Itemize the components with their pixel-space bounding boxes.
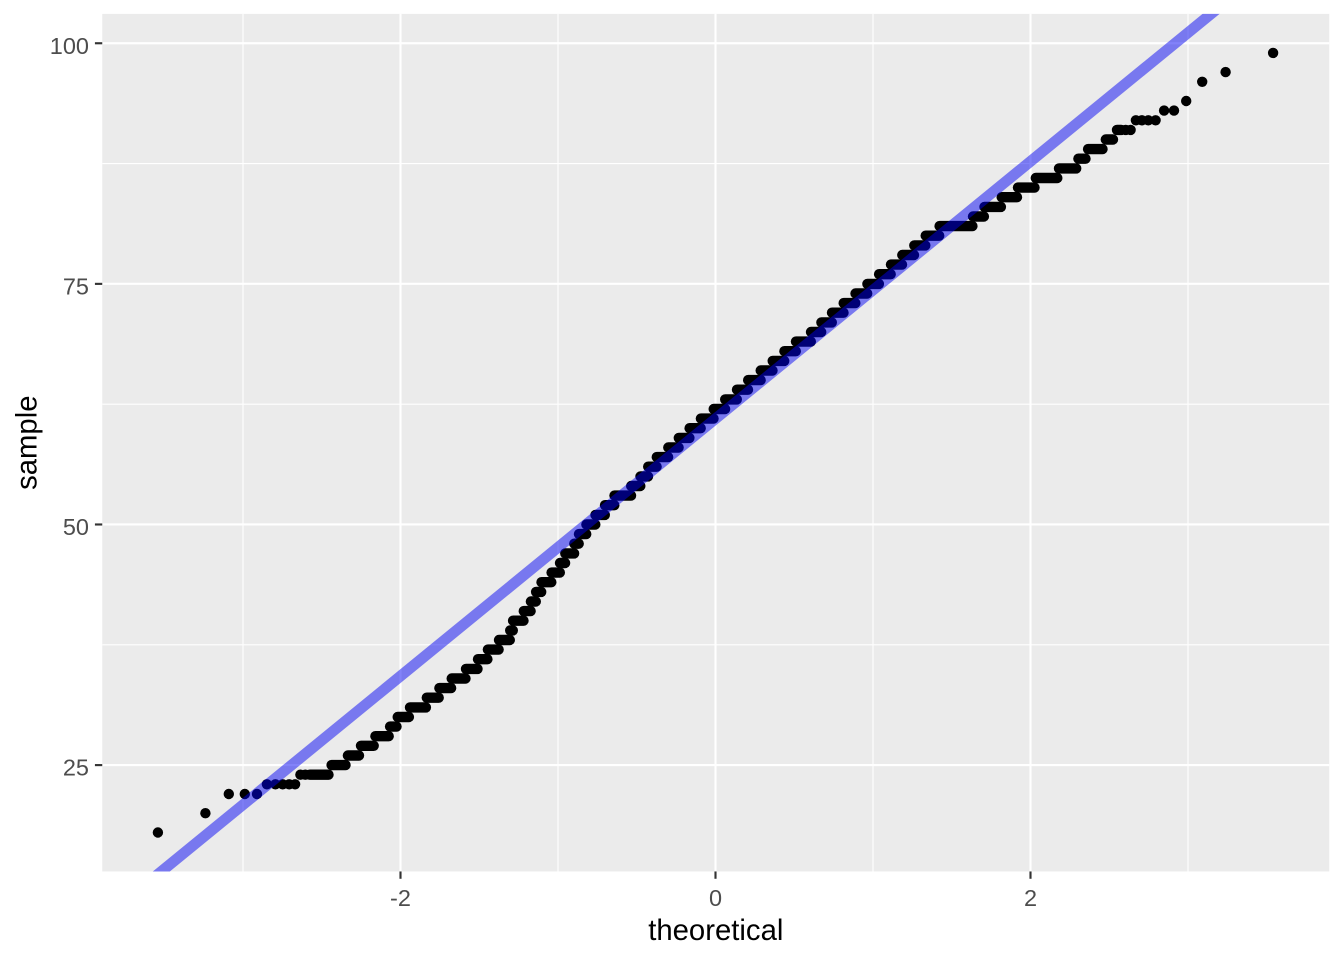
svg-text:100: 100 <box>50 33 89 59</box>
svg-text:50: 50 <box>63 514 89 540</box>
svg-text:0: 0 <box>709 885 722 911</box>
svg-text:theoretical: theoretical <box>648 914 783 947</box>
svg-text:sample: sample <box>11 395 44 489</box>
svg-text:2: 2 <box>1024 885 1037 911</box>
svg-text:25: 25 <box>63 755 89 781</box>
svg-text:75: 75 <box>63 273 89 299</box>
svg-text:-2: -2 <box>390 885 411 911</box>
